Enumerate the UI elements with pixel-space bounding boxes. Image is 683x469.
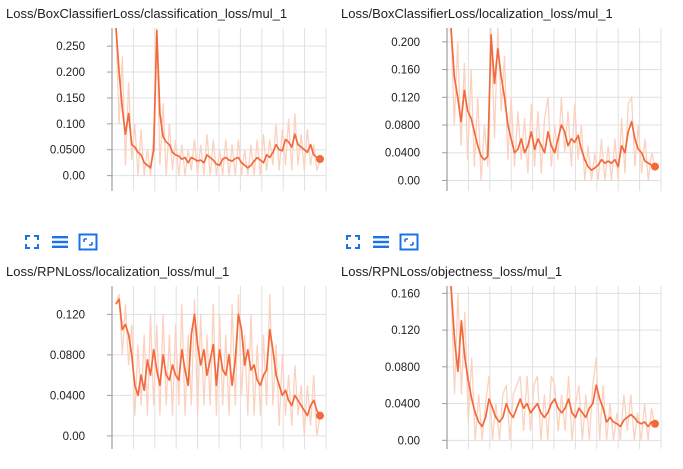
- smoothed-series-line: [115, 27, 321, 169]
- y-tick-label: 0.120: [391, 92, 420, 104]
- last-value-marker: [316, 155, 324, 164]
- last-value-marker: [651, 419, 659, 428]
- fit-domain-button[interactable]: [399, 233, 419, 251]
- list-icon: [373, 236, 389, 248]
- y-tick-label: 0.0800: [385, 362, 420, 374]
- y-tick-label: 0.00: [398, 175, 420, 187]
- y-tick-label: 0.160: [391, 288, 420, 300]
- y-tick-label: 0.250: [56, 41, 85, 53]
- expand-button[interactable]: [22, 233, 42, 251]
- y-tick-label: 0.00: [63, 171, 85, 183]
- y-tick-label: 0.0800: [385, 120, 420, 132]
- line-chart[interactable]: 0.00 0.0400 0.0800 0.120: [6, 264, 336, 469]
- chart-toolbar: [22, 232, 98, 252]
- fit-domain-icon: [399, 233, 419, 251]
- last-value-marker: [651, 162, 659, 171]
- chart-card-box-localization-loss: Loss/BoxClassifierLoss/localization_loss…: [341, 6, 671, 211]
- chart-card-classification-loss: Loss/BoxClassifierLoss/classification_lo…: [6, 6, 336, 211]
- y-tick-label: 0.00: [398, 435, 420, 447]
- expand-icon: [346, 235, 360, 249]
- raw-series-line: [450, 27, 656, 181]
- chart-toolbar: [343, 232, 419, 252]
- line-chart[interactable]: 0.00 0.0400 0.0800 0.120 0.160 0.200: [341, 6, 671, 211]
- chart-card-rpn-objectness-loss: Loss/RPNLoss/objectness_loss/mul_1 0.00 0…: [341, 264, 671, 469]
- y-tick-label: 0.0800: [50, 350, 85, 362]
- y-tick-label: 0.0400: [385, 399, 420, 411]
- chart-title: Loss/BoxClassifierLoss/localization_loss…: [341, 6, 613, 21]
- y-tick-label: 0.00: [63, 431, 85, 443]
- chart-title: Loss/RPNLoss/localization_loss/mul_1: [6, 264, 230, 279]
- last-value-marker: [316, 411, 324, 420]
- y-tick-label: 0.0400: [385, 148, 420, 160]
- raw-series-line: [450, 285, 656, 441]
- smoothed-series-line: [450, 27, 656, 171]
- raw-series-line: [115, 27, 321, 176]
- fit-domain-icon: [78, 233, 98, 251]
- y-tick-label: 0.0500: [50, 145, 85, 157]
- expand-button[interactable]: [343, 233, 363, 251]
- y-tick-label: 0.120: [391, 325, 420, 337]
- chart-card-rpn-localization-loss: Loss/RPNLoss/localization_loss/mul_1 0.0…: [6, 264, 336, 469]
- smoothed-series-line: [450, 285, 656, 428]
- y-tick-label: 0.0400: [50, 390, 85, 402]
- expand-icon: [25, 235, 39, 249]
- chart-title: Loss/BoxClassifierLoss/classification_lo…: [6, 6, 288, 21]
- list-icon: [52, 236, 68, 248]
- line-chart[interactable]: 0.00 0.0500 0.100 0.150 0.200 0.250: [6, 6, 336, 211]
- y-tick-label: 0.160: [391, 65, 420, 77]
- fit-domain-button[interactable]: [78, 233, 98, 251]
- y-tick-label: 0.120: [56, 309, 85, 321]
- y-tick-label: 0.150: [56, 93, 85, 105]
- y-tick-label: 0.100: [56, 119, 85, 131]
- toggle-log-scale-button[interactable]: [371, 233, 391, 251]
- y-tick-label: 0.200: [391, 37, 420, 49]
- line-chart[interactable]: 0.00 0.0400 0.0800 0.120 0.160: [341, 264, 671, 469]
- chart-title: Loss/RPNLoss/objectness_loss/mul_1: [341, 264, 563, 279]
- toggle-log-scale-button[interactable]: [50, 233, 70, 251]
- y-tick-label: 0.200: [56, 67, 85, 79]
- smoothed-series-line: [115, 298, 321, 417]
